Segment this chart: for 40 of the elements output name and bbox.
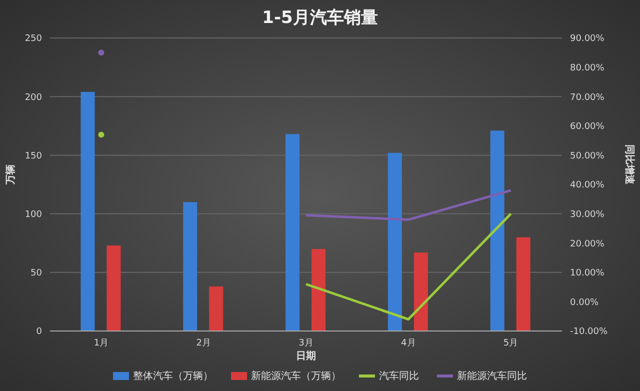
y-axis-title: 万辆: [4, 164, 17, 186]
bar: [414, 252, 428, 331]
bar: [312, 248, 326, 331]
x-tick-label: 1月: [94, 338, 109, 348]
bar: [209, 286, 224, 331]
x-tick-label: 4月: [401, 338, 416, 348]
y2-tick-label: 80.00%: [570, 63, 605, 74]
y2-tick-label: 10.00%: [570, 268, 605, 279]
legend-label: 新能源汽车（万辆）: [251, 370, 341, 383]
legend-label: 新能源汽车同比: [457, 370, 527, 383]
y-tick-label: 0: [36, 327, 42, 338]
x-tick-label: 5月: [503, 338, 518, 348]
x-tick-label: 2月: [196, 338, 211, 348]
y-tick-label: 150: [24, 151, 42, 162]
bar: [388, 152, 402, 331]
y2-tick-label: 50.00%: [570, 151, 605, 162]
bar: [80, 92, 95, 331]
y2-tick-label: 20.00%: [570, 239, 605, 250]
y2-tick-label: 70.00%: [570, 92, 605, 103]
y2-tick-label: -10.00%: [570, 327, 608, 338]
legend-label: 整体汽车（万辆）: [133, 370, 213, 383]
y-tick-label: 100: [24, 210, 42, 220]
y2-axis-title: 同比增速: [623, 144, 636, 186]
bar: [286, 134, 300, 331]
bar: [183, 202, 198, 331]
y2-tick-label: 90.00%: [570, 34, 605, 44]
bar: [490, 130, 504, 331]
y2-tick-label: 60.00%: [570, 122, 605, 132]
y2-tick-label: 0.00%: [570, 298, 600, 308]
x-tick-label: 3月: [298, 338, 314, 348]
chart-title: 1-5月汽车销量: [261, 7, 379, 29]
bar: [106, 245, 121, 331]
y-tick-label: 50: [30, 268, 42, 279]
y-tick-label: 200: [24, 92, 42, 103]
y-tick-label: 250: [24, 34, 42, 44]
x-axis-title: 日期: [296, 350, 316, 362]
legend-label: 汽车同比: [379, 370, 419, 383]
y2-tick-label: 40.00%: [570, 180, 605, 191]
bar: [516, 237, 530, 331]
y2-tick-label: 30.00%: [570, 210, 605, 220]
